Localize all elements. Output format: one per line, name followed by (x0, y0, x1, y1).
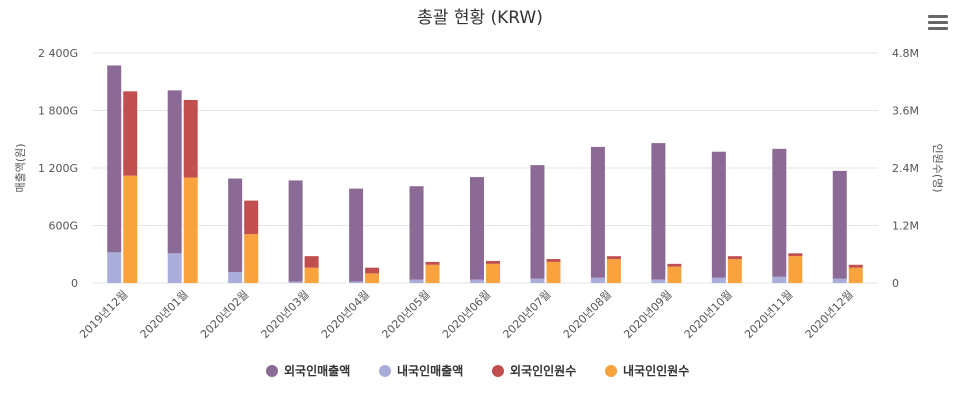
x-tick-label: 2020년04월 (319, 288, 372, 341)
legend-label[interactable]: 외국인인원수 (510, 363, 576, 378)
x-tick-label: 2020년12월 (803, 288, 856, 341)
bar-내국인인원수-2020년11월[interactable] (788, 256, 803, 283)
x-tick-label: 2020년01월 (138, 288, 191, 341)
bar-외국인매출액-2019년12월[interactable] (107, 65, 122, 253)
bar-내국인매출액-2020년02월[interactable] (228, 271, 243, 283)
x-tick-label: 2019년12월 (77, 288, 130, 341)
bar-내국인인원수-2020년04월[interactable] (365, 273, 380, 283)
right-tick-label: 1.2M (892, 220, 919, 233)
right-tick-label: 0 (892, 277, 899, 290)
bar-외국인매출액-2020년08월[interactable] (590, 146, 605, 278)
legend-label[interactable]: 내국인인원수 (623, 363, 689, 378)
bar-내국인인원수-2019년12월[interactable] (123, 175, 138, 283)
left-tick-label: 2 400G (38, 47, 78, 60)
bar-내국인매출액-2020년09월[interactable] (651, 279, 666, 283)
bar-내국인인원수-2020년03월[interactable] (304, 267, 319, 283)
x-tick-label: 2020년07월 (500, 288, 553, 341)
legend-marker[interactable] (379, 365, 391, 377)
legend-label[interactable]: 외국인매출액 (284, 363, 350, 378)
bar-내국인인원수-2020년08월[interactable] (606, 259, 621, 283)
left-tick-label: 1 200G (38, 162, 78, 175)
bar-내국인매출액-2020년11월[interactable] (772, 276, 787, 283)
bar-외국인인원수-2020년06월[interactable] (486, 260, 500, 264)
bar-외국인매출액-2020년05월[interactable] (409, 186, 424, 280)
bar-외국인매출액-2020년11월[interactable] (772, 148, 787, 277)
bar-내국인인원수-2020년07월[interactable] (546, 261, 561, 283)
x-tick-label: 2020년05월 (379, 288, 432, 341)
chart-title: 총괄 현황 (KRW) (417, 8, 543, 28)
bar-외국인인원수-2020년01월[interactable] (183, 99, 198, 178)
bar-외국인매출액-2020년03월[interactable] (288, 180, 303, 282)
left-tick-label: 600G (48, 220, 78, 233)
bar-외국인인원수-2020년03월[interactable] (304, 256, 319, 268)
bar-내국인인원수-2020년09월[interactable] (667, 266, 682, 283)
bar-내국인매출액-2020년10월[interactable] (711, 277, 726, 283)
right-tick-label: 4.8M (892, 47, 919, 60)
x-tick-label: 2020년08월 (561, 288, 614, 341)
bars (107, 65, 863, 283)
bar-내국인인원수-2020년10월[interactable] (727, 259, 742, 283)
bar-외국인인원수-2020년10월[interactable] (727, 256, 742, 260)
bar-내국인매출액-2020년05월[interactable] (409, 279, 424, 283)
bar-내국인매출액-2020년06월[interactable] (470, 279, 484, 283)
legend-marker[interactable] (492, 365, 504, 377)
bar-외국인매출액-2020년02월[interactable] (228, 178, 243, 272)
bar-외국인매출액-2020년12월[interactable] (832, 170, 847, 279)
right-tick-label: 2.4M (892, 162, 919, 175)
bar-외국인인원수-2020년07월[interactable] (546, 259, 561, 262)
bar-외국인인원수-2020년09월[interactable] (667, 263, 682, 267)
x-tick-label: 2020년02월 (198, 288, 251, 341)
x-tick-label: 2020년09월 (621, 288, 674, 341)
bar-내국인인원수-2020년05월[interactable] (425, 264, 440, 283)
bar-내국인매출액-2020년07월[interactable] (530, 278, 545, 283)
bar-내국인인원수-2020년01월[interactable] (183, 177, 198, 283)
left-axis-ticks: 0 600G 1 200G 1 800G 2 400G (38, 47, 78, 290)
right-axis-title: 인원수(명) (931, 143, 944, 192)
bar-외국인인원수-2019년12월[interactable] (123, 91, 138, 176)
bar-내국인인원수-2020년12월[interactable] (848, 267, 863, 283)
bar-내국인매출액-2020년01월[interactable] (167, 253, 182, 283)
bar-외국인매출액-2020년04월[interactable] (349, 188, 364, 282)
bar-외국인매출액-2020년09월[interactable] (651, 143, 666, 280)
bar-외국인인원수-2020년08월[interactable] (606, 256, 621, 260)
bar-외국인인원수-2020년04월[interactable] (365, 267, 380, 274)
bar-내국인매출액-2019년12월[interactable] (107, 252, 122, 283)
left-tick-label: 0 (71, 277, 78, 290)
bar-내국인매출액-2020년04월[interactable] (349, 281, 364, 283)
legend-label[interactable]: 내국인매출액 (397, 363, 463, 378)
bar-외국인매출액-2020년06월[interactable] (470, 177, 484, 280)
left-axis-title: 매출액(원) (14, 143, 27, 192)
hamburger-menu-icon[interactable] (928, 12, 948, 32)
bar-외국인매출액-2020년01월[interactable] (167, 90, 182, 254)
grid-lines (92, 52, 878, 284)
bar-내국인인원수-2020년06월[interactable] (486, 263, 500, 283)
legend-marker[interactable] (266, 365, 278, 377)
bar-내국인매출액-2020년03월[interactable] (288, 281, 303, 283)
bar-외국인인원수-2020년05월[interactable] (425, 261, 440, 265)
right-axis-ticks: 0 1.2M 2.4M 3.6M 4.8M (892, 47, 919, 290)
bar-내국인매출액-2020년12월[interactable] (832, 278, 847, 283)
bar-외국인인원수-2020년11월[interactable] (788, 253, 803, 257)
bar-내국인인원수-2020년02월[interactable] (244, 234, 259, 283)
x-tick-label: 2020년10월 (682, 288, 735, 341)
bar-외국인인원수-2020년02월[interactable] (244, 200, 259, 235)
right-tick-label: 3.6M (892, 105, 919, 118)
bar-외국인매출액-2020년10월[interactable] (711, 151, 726, 278)
bar-외국인매출액-2020년07월[interactable] (530, 165, 545, 279)
x-tick-label: 2020년03월 (259, 288, 312, 341)
bar-내국인매출액-2020년08월[interactable] (590, 277, 605, 283)
legend-marker[interactable] (605, 365, 617, 377)
x-axis-ticks: 2019년12월 2020년01월 2020년02월 2020년03월 2020년04월… (77, 288, 856, 341)
x-tick-label: 2020년11월 (742, 288, 795, 341)
left-tick-label: 1 800G (38, 105, 78, 118)
legend: 외국인매출액 내국인매출액 외국인인원수 내국인인원수 (266, 363, 689, 378)
bar-외국인인원수-2020년12월[interactable] (848, 264, 863, 268)
x-tick-label: 2020년06월 (440, 288, 493, 341)
